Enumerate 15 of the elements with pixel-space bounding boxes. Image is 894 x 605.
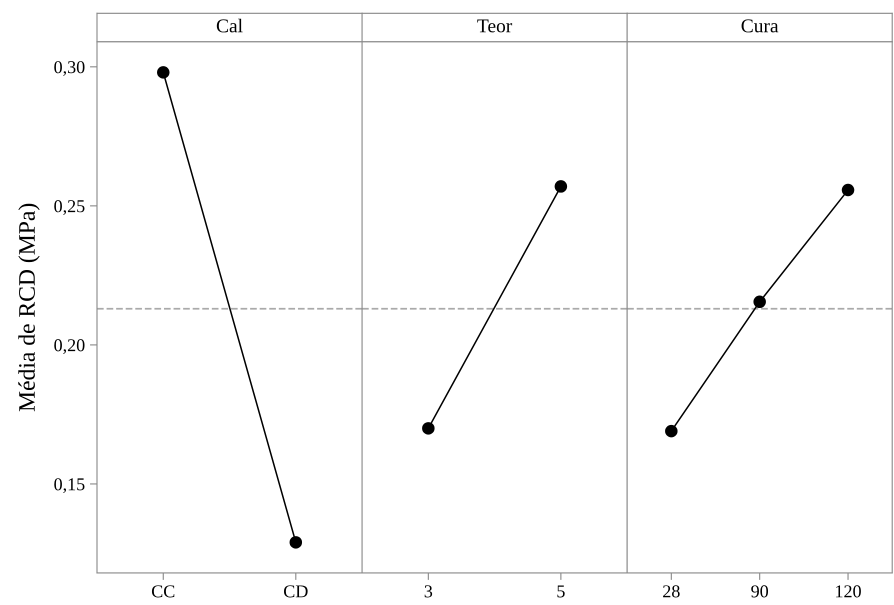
y-tick-label: 0,20	[54, 339, 85, 354]
x-tick-label: 5	[557, 585, 565, 598]
y-tick-label: 0,30	[54, 61, 85, 76]
x-tick-label: 28	[663, 585, 680, 598]
x-tick-label: 3	[424, 585, 432, 598]
chart-title: Teor	[477, 19, 512, 32]
x-tick-label: 90	[751, 585, 768, 598]
chart-title: Cal	[216, 18, 243, 32]
y-tick-label: 0,25	[54, 200, 84, 215]
chart-title: Cura	[742, 19, 778, 32]
y-tick-label: 0,15	[54, 478, 84, 493]
x-tick-label: CD	[284, 585, 308, 598]
y-axis-title: Média de RCD (MPa)	[18, 204, 40, 412]
x-tick-label: 120	[836, 585, 861, 598]
x-tick-label: CC	[152, 585, 174, 598]
